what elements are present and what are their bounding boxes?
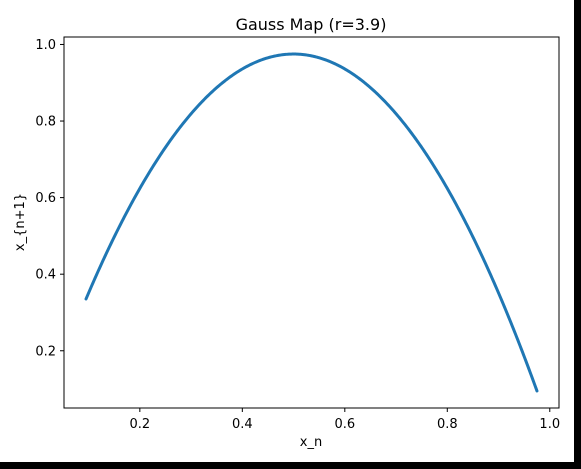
data-series <box>84 52 539 393</box>
chart-figure: Gauss Map (r=3.9) 0.2 0.4 0.6 0.8 1.0 0.2 0.4… <box>0 0 574 462</box>
x-tick-label: 1.0 <box>539 417 560 432</box>
chart-title: Gauss Map (r=3.9) <box>236 15 387 34</box>
plot-frame <box>63 36 560 409</box>
x-tick-label: 0.8 <box>437 417 458 432</box>
x-tick-label: 0.2 <box>129 417 150 432</box>
y-tick-label: 0.8 <box>35 115 56 130</box>
plot-area <box>64 37 559 408</box>
y-tick-label: 0.2 <box>35 344 56 359</box>
x-axis-ticks: 0.2 0.4 0.6 0.8 1.0 <box>129 408 560 432</box>
x-axis-label: x_n <box>300 435 322 450</box>
y-tick-label: 0.6 <box>35 191 56 206</box>
y-axis-label: x_{n+1} <box>13 193 28 251</box>
y-tick-label: 1.0 <box>35 38 56 53</box>
y-axis-ticks: 0.2 0.4 0.6 0.8 1.0 <box>35 38 64 359</box>
data-curve <box>84 52 539 393</box>
x-tick-label: 0.4 <box>232 417 253 432</box>
gauss-map-chart: Gauss Map (r=3.9) 0.2 0.4 0.6 0.8 1.0 0.2 0.4… <box>13 15 560 450</box>
y-tick-label: 0.4 <box>35 268 56 283</box>
x-tick-label: 0.6 <box>334 417 355 432</box>
